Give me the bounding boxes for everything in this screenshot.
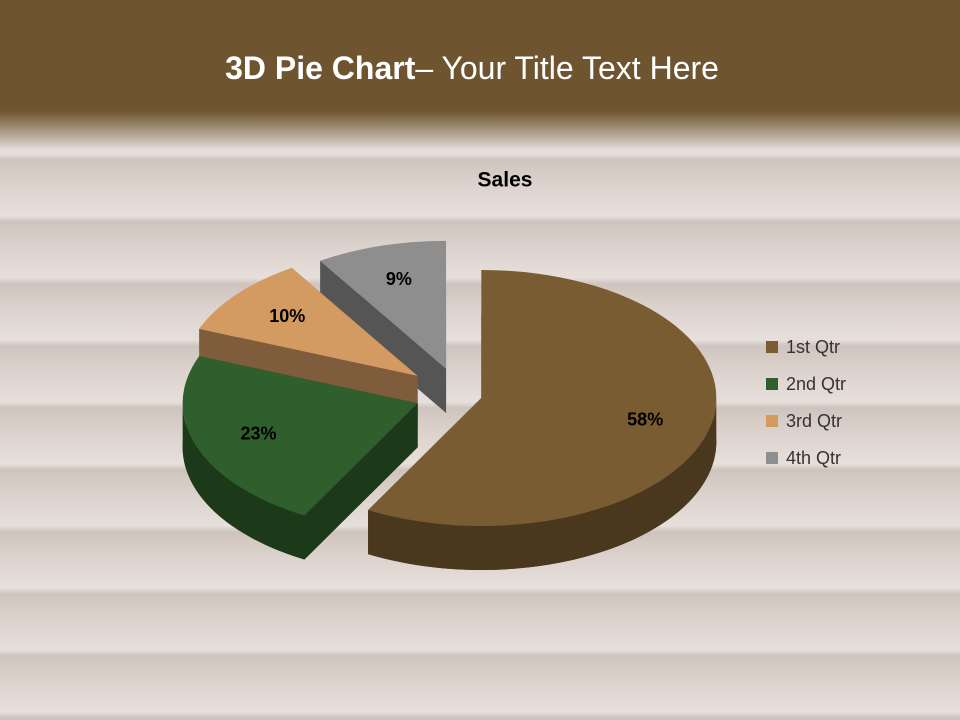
slice [182, 356, 418, 516]
data-label: 10% [269, 306, 305, 326]
slice-face [304, 403, 418, 560]
legend-label: 2nd Qtr [786, 374, 846, 394]
data-label: 23% [240, 423, 276, 443]
legend-label: 1st Qtr [786, 337, 840, 357]
slice [320, 240, 447, 369]
title-bold: 3D Pie Chart [225, 50, 416, 86]
slice-side [182, 403, 305, 560]
data-label: 9% [386, 269, 412, 289]
legend-swatch [766, 452, 778, 464]
legend-swatch [766, 378, 778, 390]
legend-swatch [766, 341, 778, 353]
pie: 58% 23% 10% 9% [182, 240, 717, 570]
slice [368, 269, 717, 526]
chart-title: Sales [478, 169, 533, 192]
legend: 1st Qtr 2nd Qtr 3rd Qtr 4th Qtr [766, 337, 846, 468]
slice-side [368, 397, 717, 570]
data-label: 58% [627, 410, 663, 430]
legend-swatch [766, 415, 778, 427]
slice [199, 267, 418, 376]
legend-label: 3rd Qtr [786, 411, 842, 431]
legend-label: 4th Qtr [786, 448, 841, 468]
title-rest: – Your Title Text Here [415, 50, 719, 86]
slide-title: 3D Pie Chart– Your Title Text Here [225, 50, 719, 86]
